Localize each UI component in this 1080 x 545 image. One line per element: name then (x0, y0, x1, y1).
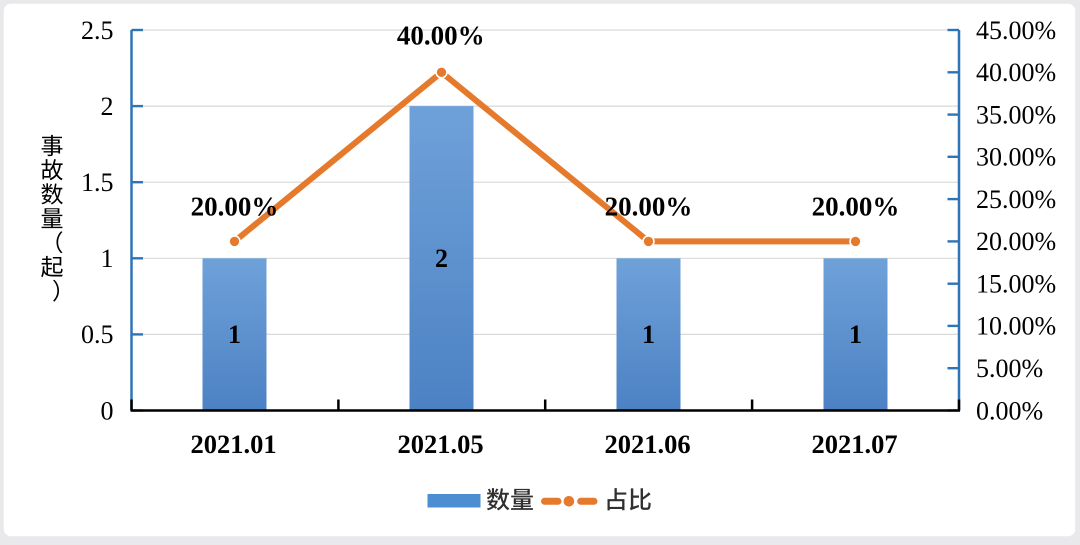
svg-text:20.00%: 20.00% (976, 227, 1056, 256)
svg-text:1.5: 1.5 (81, 168, 114, 197)
svg-text:2021.07: 2021.07 (811, 429, 897, 459)
svg-text:45.00%: 45.00% (976, 16, 1056, 45)
svg-text:0: 0 (101, 396, 114, 425)
svg-text:2: 2 (435, 244, 448, 273)
svg-text:0.5: 0.5 (81, 320, 114, 349)
svg-text:40.00%: 40.00% (976, 58, 1056, 87)
svg-text:15.00%: 15.00% (976, 270, 1056, 299)
svg-text:2: 2 (101, 92, 114, 121)
svg-text:2021.06: 2021.06 (604, 429, 690, 459)
svg-text:20.00%: 20.00% (812, 192, 900, 222)
svg-text:10.00%: 10.00% (976, 312, 1056, 341)
svg-text:2021.01: 2021.01 (190, 429, 276, 459)
svg-text:2021.05: 2021.05 (397, 429, 483, 459)
svg-text:40.00%: 40.00% (397, 21, 485, 51)
svg-text:0.00%: 0.00% (976, 396, 1043, 425)
svg-text:35.00%: 35.00% (976, 100, 1056, 129)
svg-text:25.00%: 25.00% (976, 185, 1056, 214)
svg-text:5.00%: 5.00% (976, 354, 1043, 383)
svg-text:1: 1 (849, 320, 862, 349)
svg-text:30.00%: 30.00% (976, 143, 1056, 172)
svg-text:20.00%: 20.00% (191, 192, 279, 222)
svg-text:1: 1 (101, 244, 114, 273)
svg-text:1: 1 (642, 320, 655, 349)
svg-text:2.5: 2.5 (81, 16, 114, 45)
svg-text:1: 1 (228, 320, 241, 349)
svg-text:20.00%: 20.00% (605, 192, 693, 222)
